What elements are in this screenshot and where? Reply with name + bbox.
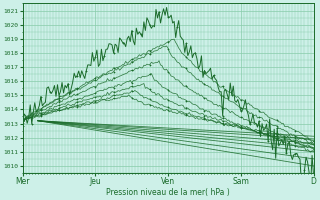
X-axis label: Pression niveau de la mer( hPa ): Pression niveau de la mer( hPa ) <box>106 188 230 197</box>
